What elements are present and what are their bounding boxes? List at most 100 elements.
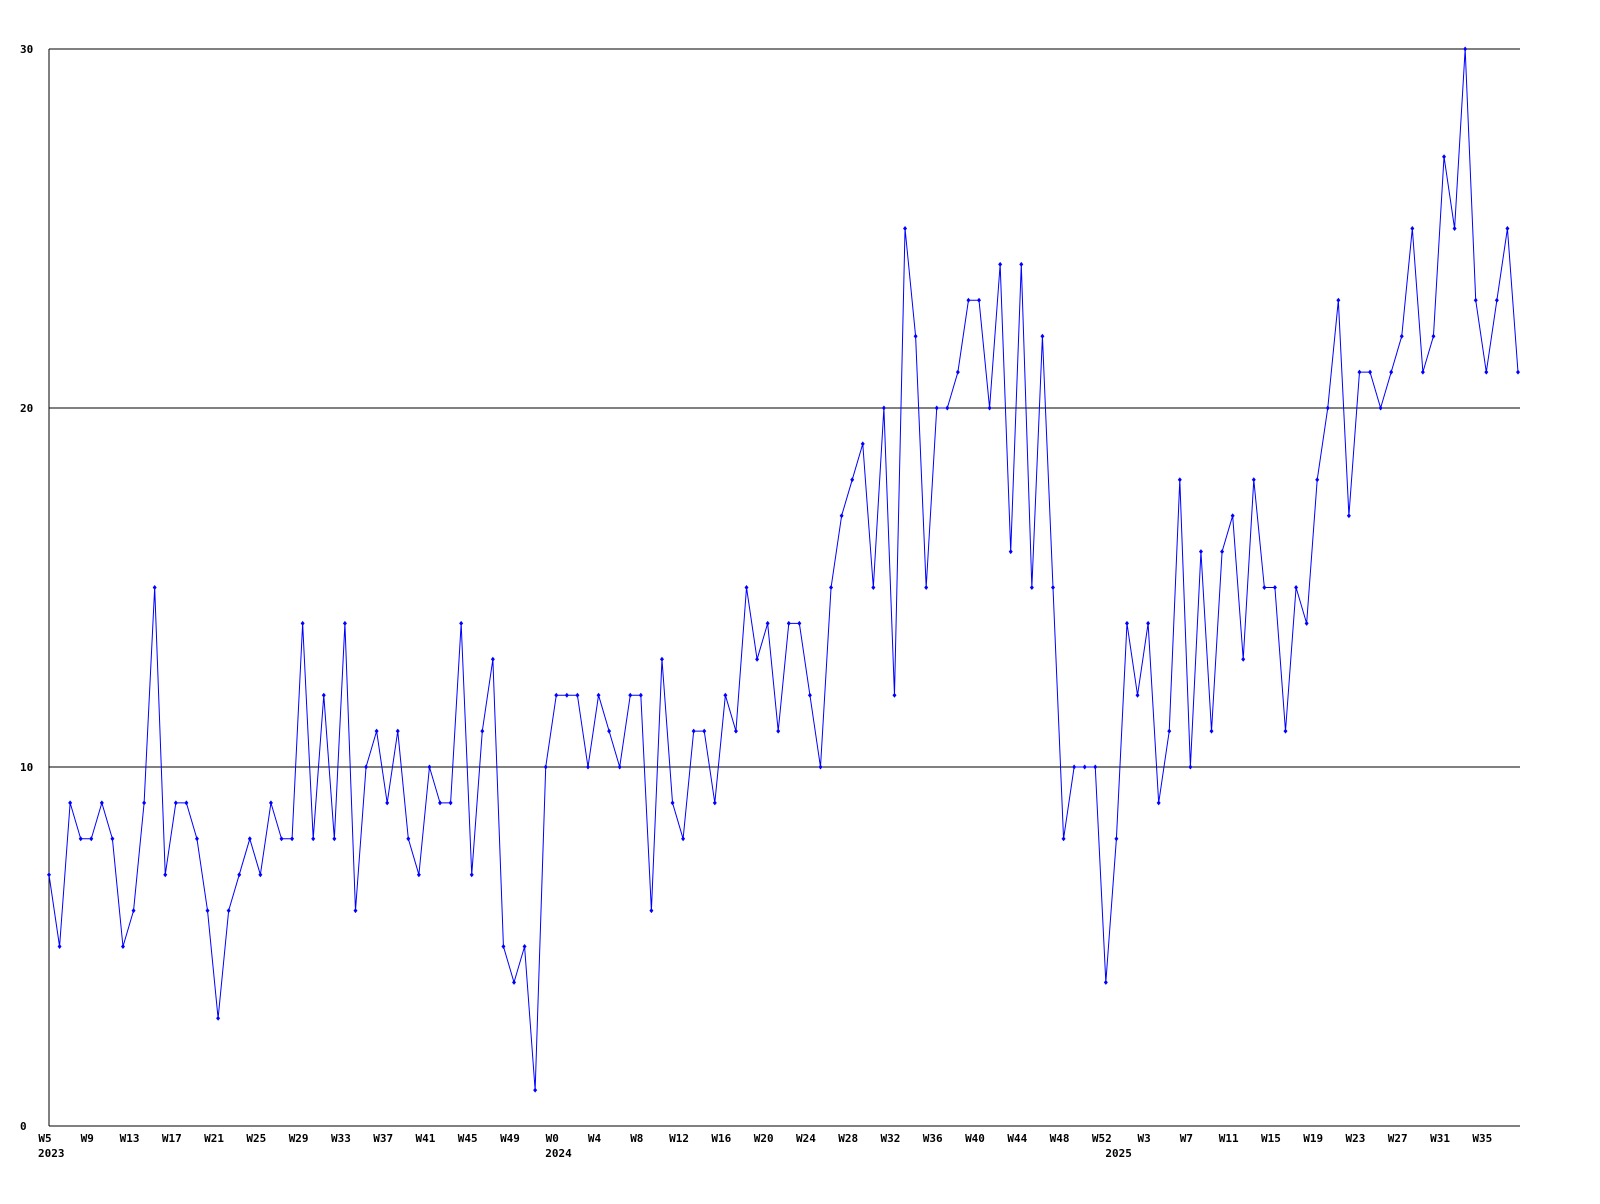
point: [1294, 585, 1299, 590]
x-tick-label: W40: [965, 1132, 985, 1145]
x-tick-label: W31: [1430, 1132, 1450, 1145]
point: [1431, 333, 1436, 339]
point: [1230, 513, 1235, 519]
point: [807, 692, 812, 698]
point: [786, 620, 791, 626]
point: [205, 908, 210, 914]
point: [702, 728, 707, 734]
x-tick-label: W19: [1303, 1132, 1323, 1145]
point: [818, 764, 823, 770]
x-tick-label: W36: [923, 1132, 943, 1145]
point: [438, 800, 443, 806]
x-tick-label: W7: [1180, 1132, 1193, 1145]
x-tick-label: W15: [1261, 1132, 1281, 1145]
x-tick-label: W37: [373, 1132, 393, 1145]
x-tick-label: W24: [796, 1132, 816, 1145]
point: [1389, 369, 1394, 375]
x-tick-label: W32: [881, 1132, 901, 1145]
x-tick-label: W4: [588, 1132, 602, 1145]
point: [1304, 620, 1309, 626]
point: [924, 585, 929, 590]
point: [469, 872, 474, 878]
point: [163, 872, 168, 878]
x-tick-label: W44: [1007, 1132, 1027, 1145]
point: [194, 836, 199, 842]
point: [68, 800, 73, 806]
point: [681, 836, 686, 842]
x-tick-label: W16: [711, 1132, 731, 1145]
point: [871, 585, 876, 590]
point: [1399, 333, 1404, 339]
point: [998, 261, 1003, 267]
point: [416, 872, 421, 878]
point: [321, 692, 326, 698]
x-tick-label: W41: [416, 1132, 436, 1145]
x-tick-label: W48: [1050, 1132, 1070, 1145]
x-tick-label: W9: [81, 1132, 94, 1145]
point: [1473, 297, 1478, 303]
x-tick-label: W45: [458, 1132, 478, 1145]
point: [1072, 764, 1077, 770]
point: [342, 620, 347, 626]
point: [1103, 979, 1108, 985]
point: [184, 800, 189, 806]
y-tick-label: 30: [20, 43, 33, 56]
point: [1378, 405, 1383, 411]
point: [459, 620, 464, 626]
point: [311, 836, 316, 842]
point: [247, 836, 252, 842]
point: [173, 800, 178, 806]
point: [1336, 297, 1341, 303]
point: [903, 226, 908, 231]
line: [48, 48, 1519, 1091]
point: [1368, 369, 1373, 375]
point: [1410, 226, 1415, 231]
x-tick-label: W13: [120, 1132, 140, 1145]
point: [659, 656, 664, 662]
point: [512, 979, 517, 985]
point: [892, 692, 897, 698]
point: [881, 405, 886, 411]
point: [1082, 764, 1087, 770]
point: [1188, 764, 1193, 770]
point: [1463, 46, 1468, 52]
y-tick-label: 20: [20, 402, 33, 415]
point: [1241, 656, 1246, 662]
x-tick-label: W28: [838, 1132, 858, 1145]
point: [987, 405, 992, 411]
point: [1325, 405, 1330, 411]
x-tick-label: W8: [630, 1132, 643, 1145]
point: [364, 764, 369, 770]
point: [977, 297, 982, 303]
x-year-label: 2025: [1105, 1147, 1132, 1160]
point: [1167, 728, 1172, 734]
point: [89, 836, 94, 842]
point: [332, 836, 337, 842]
point: [1019, 261, 1024, 267]
point: [966, 297, 971, 303]
point: [216, 1015, 221, 1021]
point: [279, 836, 284, 842]
point: [1516, 369, 1520, 375]
point: [617, 764, 622, 770]
x-tick-label: W12: [669, 1132, 689, 1145]
point: [1220, 549, 1225, 555]
point: [596, 692, 601, 698]
x-year-label: 2023: [38, 1147, 65, 1160]
point: [585, 764, 590, 770]
x-year-label: 2024: [545, 1147, 572, 1160]
point: [1040, 333, 1045, 339]
point: [1262, 585, 1267, 590]
point: [1146, 620, 1151, 626]
point: [829, 585, 834, 590]
point: [1008, 549, 1013, 555]
point: [99, 800, 104, 806]
x-tick-label: W0: [546, 1132, 559, 1145]
point: [1114, 836, 1119, 842]
point: [1505, 226, 1510, 231]
point: [1198, 549, 1203, 555]
point: [1484, 369, 1489, 375]
point: [945, 405, 950, 411]
point: [744, 585, 749, 590]
point: [839, 513, 844, 519]
